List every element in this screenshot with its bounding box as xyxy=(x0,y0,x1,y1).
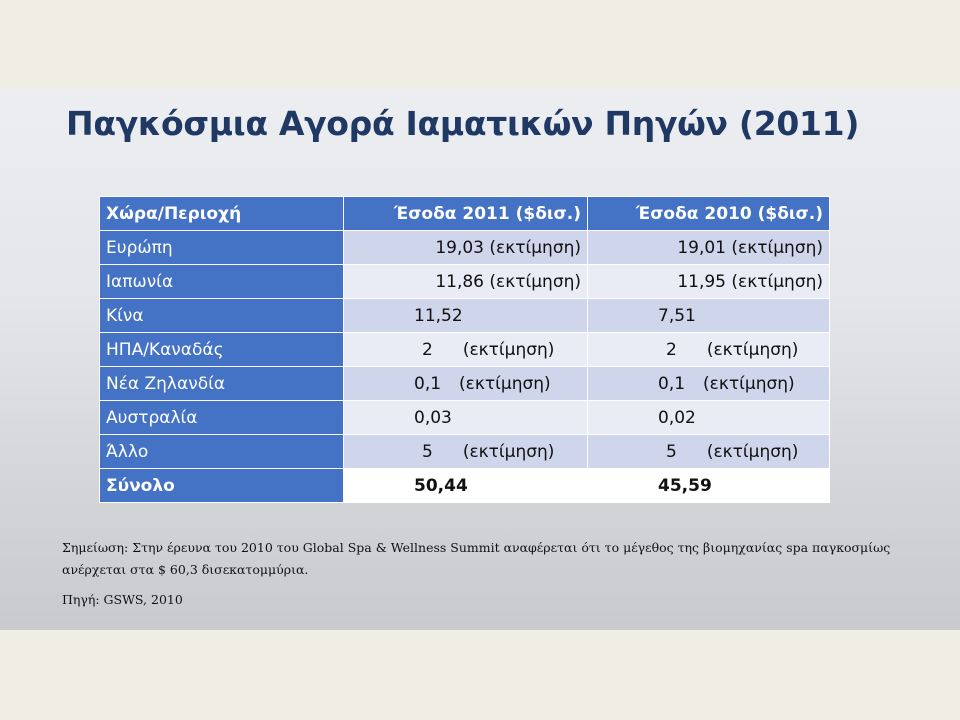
revenue-value: 2 xyxy=(422,339,433,360)
revenue-value: 2 xyxy=(666,339,677,360)
revenue-table: Χώρα/Περιοχή Έσοδα 2011 ($δισ.) Έσοδα 20… xyxy=(99,196,830,503)
revenue-2010-cell: 2 (εκτίμηση) xyxy=(587,332,830,367)
table-row: Ευρώπη 19,03 (εκτίμηση) 19,01 (εκτίμηση) xyxy=(99,230,830,265)
table-row: Νέα Ζηλανδία 0,1 (εκτίμηση) 0,1 (εκτίμηση) xyxy=(99,366,830,401)
revenue-value: 0,1 xyxy=(658,373,686,394)
estimate-label: (εκτίμηση) xyxy=(462,339,555,360)
source-citation: Πηγή: GSWS, 2010 xyxy=(62,592,183,607)
revenue-2010-cell: 0,02 xyxy=(587,400,830,435)
table-row: Αυστραλία 0,03 0,02 xyxy=(99,400,830,435)
revenue-value: 5 xyxy=(422,441,433,462)
footnote: Σημείωση: Στην έρευνα του 2010 του Globa… xyxy=(62,540,891,577)
table-header-row: Χώρα/Περιοχή Έσοδα 2011 ($δισ.) Έσοδα 20… xyxy=(99,196,830,231)
region-cell: Άλλο xyxy=(99,434,344,469)
slide-title: Παγκόσμια Αγορά Ιαματικών Πηγών (2011) xyxy=(66,104,860,143)
revenue-2010-cell: 5 (εκτίμηση) xyxy=(587,434,830,469)
total-2011-cell: 50,44 xyxy=(343,468,588,503)
region-cell: ΗΠΑ/Καναδάς xyxy=(99,332,344,367)
revenue-2010-cell: 11,95 (εκτίμηση) xyxy=(587,264,830,299)
table-row: Άλλο 5 (εκτίμηση) 5 (εκτίμηση) xyxy=(99,434,830,469)
revenue-2011-cell: 11,86 (εκτίμηση) xyxy=(343,264,588,299)
estimate-label: (εκτίμηση) xyxy=(706,441,799,462)
estimate-label: (εκτίμηση) xyxy=(706,339,799,360)
table-total-row: Σύνολο 50,44 45,59 xyxy=(99,468,830,503)
revenue-2010-cell: 19,01 (εκτίμηση) xyxy=(587,230,830,265)
revenue-value: 0,1 xyxy=(414,373,442,394)
total-2010-cell: 45,59 xyxy=(587,468,830,503)
revenue-2011-cell: 0,1 (εκτίμηση) xyxy=(343,366,588,401)
header-region: Χώρα/Περιοχή xyxy=(99,196,344,231)
estimate-label: (εκτίμηση) xyxy=(703,373,795,394)
estimate-label: (εκτίμηση) xyxy=(462,441,555,462)
region-cell: Αυστραλία xyxy=(99,400,344,435)
revenue-2011-cell: 11,52 xyxy=(343,298,588,333)
header-revenue-2011: Έσοδα 2011 ($δισ.) xyxy=(343,196,588,231)
region-cell: Νέα Ζηλανδία xyxy=(99,366,344,401)
table-row: Κίνα 11,52 7,51 xyxy=(99,298,830,333)
revenue-2011-cell: 0,03 xyxy=(343,400,588,435)
revenue-2010-cell: 0,1 (εκτίμηση) xyxy=(587,366,830,401)
revenue-2011-cell: 5 (εκτίμηση) xyxy=(343,434,588,469)
header-revenue-2010: Έσοδα 2010 ($δισ.) xyxy=(587,196,830,231)
revenue-value: 5 xyxy=(666,441,677,462)
revenue-2011-cell: 19,03 (εκτίμηση) xyxy=(343,230,588,265)
total-label: Σύνολο xyxy=(99,468,344,503)
revenue-2010-cell: 7,51 xyxy=(587,298,830,333)
region-cell: Ιαπωνία xyxy=(99,264,344,299)
region-cell: Κίνα xyxy=(99,298,344,333)
estimate-label: (εκτίμηση) xyxy=(459,373,551,394)
table-row: Ιαπωνία 11,86 (εκτίμηση) 11,95 (εκτίμηση… xyxy=(99,264,830,299)
region-cell: Ευρώπη xyxy=(99,230,344,265)
revenue-2011-cell: 2 (εκτίμηση) xyxy=(343,332,588,367)
table-row: ΗΠΑ/Καναδάς 2 (εκτίμηση) 2 (εκτίμηση) xyxy=(99,332,830,367)
